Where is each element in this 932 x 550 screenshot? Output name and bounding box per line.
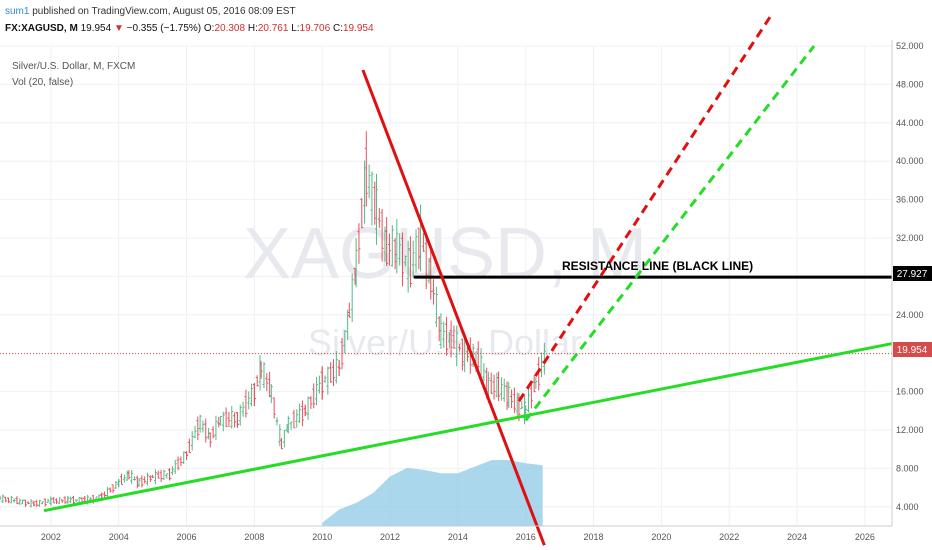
chart-grid: [0, 45, 892, 526]
volume-area-fill: [322, 460, 543, 526]
y-tick-label: 24.000: [896, 310, 924, 320]
y-tick-label: 48.000: [896, 79, 924, 89]
x-tick-label: 2004: [109, 532, 129, 542]
resistance-label: RESISTANCE LINE (BLACK LINE): [562, 259, 753, 273]
resistance-price-tag: 27.927: [893, 266, 932, 281]
projection-green-line: [524, 45, 816, 422]
volume-legend[interactable]: Vol (20, false): [12, 77, 74, 88]
y-tick-label: 4.000: [896, 502, 919, 512]
low-value: 19.706: [299, 23, 331, 34]
watermark: XAGUSD, M Silver/U.S. Dollar: [243, 214, 647, 363]
last-price: 19.954: [897, 345, 928, 356]
x-tick-label: 2002: [41, 532, 61, 542]
close-label: C:: [332, 23, 343, 34]
price-series: [0, 131, 892, 508]
x-tick-label: 2008: [244, 532, 264, 542]
open-value: 20.308: [214, 23, 246, 34]
x-tick-label: 2026: [855, 532, 875, 542]
publish-info: sum1 published on TradingView.com, Augus…: [5, 6, 296, 17]
y-tick-label: 40.000: [896, 156, 924, 166]
y-tick-label: 52.000: [896, 41, 924, 51]
projection-red-line: [517, 16, 772, 403]
open-label: O:: [203, 23, 215, 34]
x-tick-label: 2016: [516, 532, 536, 542]
symbol[interactable]: FX:XAGUSD, M: [5, 23, 78, 34]
x-tick-label: 2020: [651, 532, 671, 542]
x-tick-label: 2018: [584, 532, 604, 542]
series-legend[interactable]: Silver/U.S. Dollar, M, FXCM: [12, 61, 136, 72]
trendlines: [43, 16, 893, 546]
y-tick-label: 32.000: [896, 233, 924, 243]
ohlc-bar: FX:XAGUSD, M 19.954 ▼ −0.355 (−1.75%) O:…: [5, 23, 374, 34]
y-tick-label: 8.000: [896, 463, 919, 473]
x-tick-label: 2006: [177, 532, 197, 542]
x-tick-label: 2014: [448, 532, 468, 542]
high-value: 20.761: [257, 23, 289, 34]
x-tick-label: 2010: [312, 532, 332, 542]
high-label: H:: [247, 23, 258, 34]
publish-text: published on TradingView.com, August 05,…: [29, 6, 296, 17]
up-trend-line: [43, 342, 893, 513]
y-tick-label: 36.000: [896, 195, 924, 205]
author-link[interactable]: sum1: [5, 6, 30, 17]
y-tick-label: 16.000: [896, 387, 924, 397]
last-price-tag: 19.954: [893, 342, 932, 357]
down-trend-line: [361, 69, 546, 546]
resistance-price: 27.927: [897, 269, 928, 280]
x-tick-label: 2024: [787, 532, 807, 542]
close-value: 19.954: [342, 23, 374, 34]
watermark-symbol: XAGUSD, M: [243, 214, 647, 294]
change-value: −0.355 (−1.75%): [126, 23, 202, 34]
watermark-name: Silver/U.S. Dollar: [308, 322, 582, 363]
volume-area: [322, 460, 543, 526]
low-label: L:: [291, 23, 300, 34]
last-value: 19.954: [80, 23, 112, 34]
y-tick-label: 12.000: [896, 425, 924, 435]
x-tick-label: 2012: [380, 532, 400, 542]
y-tick-label: 44.000: [896, 118, 924, 128]
x-tick-label: 2022: [719, 532, 739, 542]
change-arrow: ▼: [113, 23, 124, 34]
